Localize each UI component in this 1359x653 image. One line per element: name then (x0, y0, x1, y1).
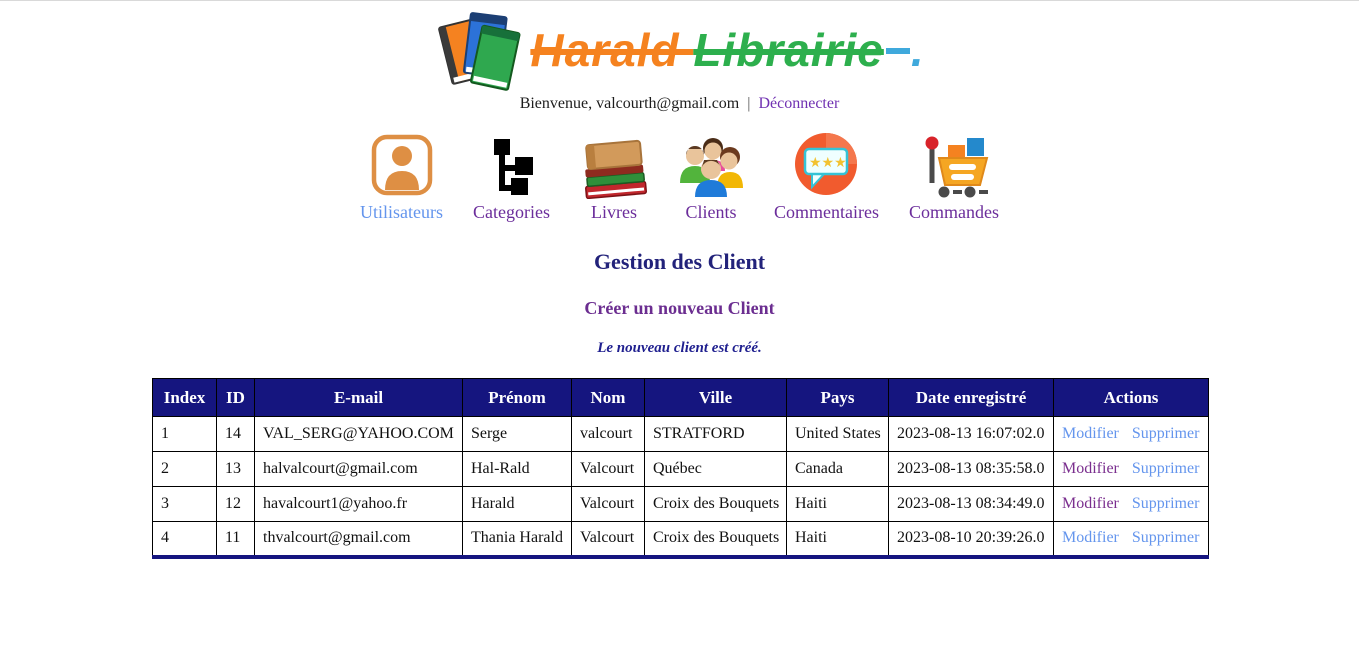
cell-nom: Valcourt (571, 486, 645, 522)
cell-id: 14 (216, 416, 255, 452)
cell-prenom: Serge (462, 416, 572, 452)
nav-item-livres[interactable]: Livres (580, 137, 648, 223)
logout-link[interactable]: Déconnecter (758, 95, 840, 112)
col-header-date: Date enregistré (888, 378, 1054, 417)
cell-id: 11 (216, 521, 255, 557)
cell-pays: Haiti (786, 521, 889, 557)
supprimer-link[interactable]: Supprimer (1131, 460, 1200, 477)
modifier-link[interactable]: Modifier (1062, 425, 1119, 442)
tree-icon (493, 139, 533, 195)
supprimer-link[interactable]: Supprimer (1131, 529, 1200, 547)
cell-pays: Canada (786, 451, 889, 487)
cell-ville: Québec (644, 451, 787, 487)
cell-date: 2023-08-13 16:07:02.0 (888, 416, 1054, 452)
cell-actions: Modifier Supprimer (1053, 451, 1209, 487)
nav-item-clients[interactable]: Clients (678, 135, 744, 223)
cell-pays: United States (786, 416, 889, 452)
shopping-cart-icon (925, 136, 989, 198)
brand-second-word: Librairie (693, 24, 884, 76)
cell-date: 2023-08-13 08:34:49.0 (888, 486, 1054, 522)
cell-nom: Valcourt (571, 521, 645, 557)
cell-email: thvalcourt@gmail.com (254, 521, 463, 557)
cell-nom: valcourt (571, 416, 645, 452)
svg-text:★★★: ★★★ (809, 155, 847, 171)
col-header-email: E-mail (254, 378, 463, 417)
user-icon (371, 134, 432, 196)
create-client-link[interactable]: Créer un nouveau Client (584, 298, 775, 318)
brand-period: . (910, 24, 925, 76)
nav-item-utilisateurs[interactable]: Utilisateurs (360, 133, 443, 223)
welcome-bar: Bienvenue, valcourth@gmail.com | Déconne… (0, 95, 1359, 113)
col-header-id: ID (216, 378, 255, 417)
cell-prenom: Harald (462, 486, 572, 522)
modifier-link[interactable]: Modifier (1062, 460, 1119, 477)
cell-date: 2023-08-10 20:39:26.0 (888, 521, 1054, 557)
people-group-icon (680, 138, 743, 197)
brand-dash (885, 47, 910, 54)
nav-label-commandes: Commandes (908, 202, 999, 222)
modifier-link[interactable]: Modifier (1062, 529, 1119, 547)
col-header-prenom: Prénom (462, 378, 572, 417)
books-stack-icon (585, 139, 647, 199)
brand-title: Harald Librairie. (530, 7, 924, 93)
cell-actions: Modifier Supprimer (1053, 521, 1209, 557)
cell-prenom: Thania Harald (462, 521, 572, 557)
review-bubble-icon: ★★★ (795, 133, 858, 195)
status-message: Le nouveau client est créé. (597, 340, 762, 356)
col-header-actions: Actions (1053, 378, 1209, 417)
welcome-text: Bienvenue, valcourth@gmail.com (519, 95, 740, 112)
cell-id: 13 (216, 451, 255, 487)
col-header-index: Index (152, 378, 217, 417)
table-row: 4 11 thvalcourt@gmail.com Thania Harald … (152, 521, 1209, 557)
table-row: 2 13 halvalcourt@gmail.com Hal-Rald Valc… (152, 451, 1209, 487)
cell-index: 3 (152, 486, 217, 522)
cell-actions: Modifier Supprimer (1053, 416, 1209, 452)
nav-label-clients: Clients (685, 202, 737, 222)
page-title: Gestion des Client (593, 249, 766, 274)
logo: Harald Librairie. (0, 1, 1359, 97)
cell-pays: Haiti (786, 486, 889, 522)
supprimer-link[interactable]: Supprimer (1131, 425, 1200, 442)
main-nav: Utilisateurs Categories (0, 131, 1359, 223)
cell-ville: STRATFORD (644, 416, 787, 452)
cell-actions: Modifier Supprimer (1053, 486, 1209, 522)
nav-item-commentaires[interactable]: ★★★ Commentaires (774, 131, 879, 223)
separator: | (747, 95, 751, 112)
cell-index: 2 (152, 451, 217, 487)
cell-email: halvalcourt@gmail.com (254, 451, 463, 487)
cell-email: VAL_SERG@YAHOO.COM (254, 416, 463, 452)
col-header-ville: Ville (644, 378, 787, 417)
cell-email: havalcourt1@yahoo.fr (254, 486, 463, 522)
cell-index: 4 (152, 521, 217, 557)
brand-first-word: Harald (530, 24, 694, 76)
nav-item-categories[interactable]: Categories (473, 137, 550, 223)
cell-prenom: Hal-Rald (462, 451, 572, 487)
col-header-nom: Nom (571, 378, 645, 417)
table-row: 3 12 havalcourt1@yahoo.fr Harald Valcour… (152, 486, 1209, 522)
modifier-link[interactable]: Modifier (1062, 495, 1119, 512)
nav-label-commentaires: Commentaires (774, 202, 879, 222)
nav-label-categories: Categories (473, 202, 550, 222)
cell-index: 1 (152, 416, 217, 452)
nav-item-commandes[interactable]: Commandes (909, 133, 999, 223)
cell-nom: Valcourt (571, 451, 645, 487)
cell-id: 12 (216, 486, 255, 522)
clients-table: Index ID E-mail Prénom Nom Ville Pays Da… (152, 378, 1209, 559)
cell-ville: Croix des Bouquets (644, 521, 787, 557)
table-header-row: Index ID E-mail Prénom Nom Ville Pays Da… (152, 378, 1209, 417)
nav-label-livres: Livres (591, 202, 637, 222)
table-row: 1 14 VAL_SERG@YAHOO.COM Serge valcourt S… (152, 416, 1209, 452)
books-logo-icon (438, 12, 521, 91)
col-header-pays: Pays (786, 378, 889, 417)
cell-ville: Croix des Bouquets (644, 486, 787, 522)
nav-label-utilisateurs: Utilisateurs (360, 202, 444, 222)
cell-date: 2023-08-13 08:35:58.0 (888, 451, 1054, 487)
supprimer-link[interactable]: Supprimer (1131, 495, 1200, 512)
